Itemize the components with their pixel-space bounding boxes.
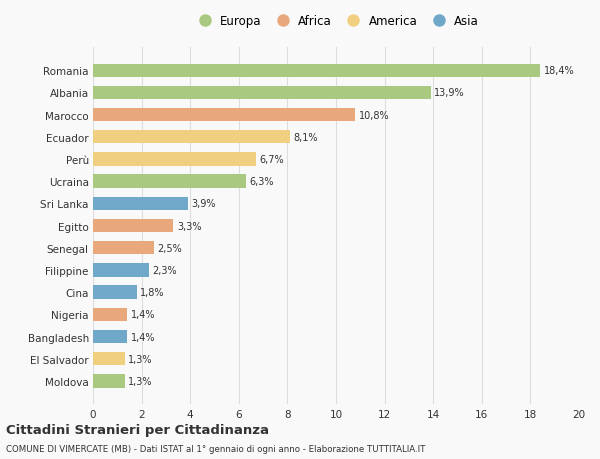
Text: 1,8%: 1,8% — [140, 287, 165, 297]
Bar — [93, 131, 290, 144]
Bar — [93, 64, 540, 78]
Text: 10,8%: 10,8% — [359, 110, 390, 120]
Text: 2,3%: 2,3% — [152, 265, 177, 275]
Text: 3,9%: 3,9% — [191, 199, 216, 209]
Bar — [93, 175, 246, 188]
Text: 6,7%: 6,7% — [259, 155, 284, 165]
Bar — [93, 86, 431, 100]
Bar — [93, 375, 125, 388]
Bar — [93, 219, 173, 233]
Text: 6,3%: 6,3% — [250, 177, 274, 187]
Text: 8,1%: 8,1% — [293, 133, 318, 142]
Bar — [93, 308, 127, 321]
Bar — [93, 330, 127, 343]
Text: Cittadini Stranieri per Cittadinanza: Cittadini Stranieri per Cittadinanza — [6, 423, 269, 436]
Text: COMUNE DI VIMERCATE (MB) - Dati ISTAT al 1° gennaio di ogni anno - Elaborazione : COMUNE DI VIMERCATE (MB) - Dati ISTAT al… — [6, 444, 425, 453]
Legend: Europa, Africa, America, Asia: Europa, Africa, America, Asia — [193, 15, 479, 28]
Text: 13,9%: 13,9% — [434, 88, 465, 98]
Text: 2,5%: 2,5% — [157, 243, 182, 253]
Text: 1,4%: 1,4% — [131, 310, 155, 319]
Text: 1,3%: 1,3% — [128, 376, 153, 386]
Bar — [93, 353, 125, 366]
Bar — [93, 197, 188, 211]
Bar — [93, 241, 154, 255]
Text: 1,3%: 1,3% — [128, 354, 153, 364]
Bar — [93, 109, 355, 122]
Bar — [93, 286, 137, 299]
Bar — [93, 264, 149, 277]
Text: 1,4%: 1,4% — [131, 332, 155, 342]
Text: 3,3%: 3,3% — [177, 221, 202, 231]
Bar — [93, 153, 256, 166]
Text: 18,4%: 18,4% — [544, 66, 574, 76]
